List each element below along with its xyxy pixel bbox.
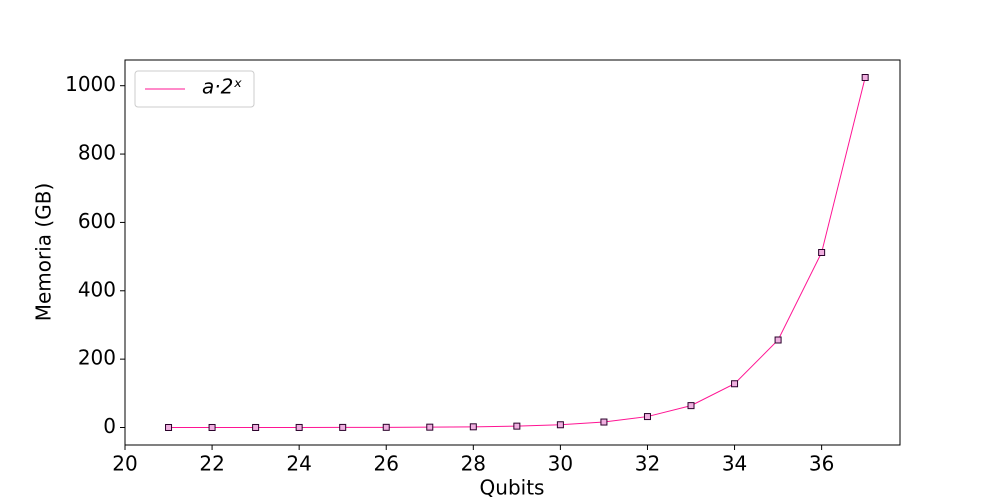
x-tick-label: 28 xyxy=(461,452,486,476)
x-tick-label: 24 xyxy=(286,452,311,476)
data-point xyxy=(861,74,869,81)
plot-frame xyxy=(124,59,901,446)
data-point xyxy=(818,249,826,256)
data-point xyxy=(469,423,477,431)
x-tick-label: 32 xyxy=(635,452,660,476)
x-tick-label: 22 xyxy=(199,452,224,476)
data-point xyxy=(556,421,564,429)
x-tick-label: 36 xyxy=(809,452,834,476)
data-point xyxy=(339,423,347,431)
data-point xyxy=(600,418,608,426)
data-point xyxy=(165,423,173,431)
y-tick-label: 800 xyxy=(78,141,116,165)
data-point xyxy=(382,423,390,431)
data-point xyxy=(295,423,303,431)
legend-label: a·2ˣ xyxy=(202,75,242,99)
data-point xyxy=(687,402,695,410)
x-tick-label: 20 xyxy=(112,452,137,476)
y-tick-label: 400 xyxy=(78,277,116,301)
y-axis-label: Memoria (GB) xyxy=(32,183,56,322)
data-point xyxy=(643,413,651,421)
x-tick-label: 26 xyxy=(374,452,399,476)
data-point xyxy=(731,380,739,388)
data-point xyxy=(513,422,521,430)
data-line xyxy=(168,77,866,428)
legend-box xyxy=(134,70,255,108)
data-point xyxy=(426,423,434,431)
x-tick-label: 34 xyxy=(722,452,747,476)
data-point xyxy=(774,336,782,344)
data-point xyxy=(252,423,260,431)
data-point xyxy=(208,423,216,431)
y-tick-label: 0 xyxy=(103,414,116,438)
y-tick-label: 200 xyxy=(78,346,116,370)
x-axis-label: Qubits xyxy=(480,476,545,500)
x-tick-label: 30 xyxy=(548,452,573,476)
y-tick-label: 600 xyxy=(78,209,116,233)
y-tick-label: 1000 xyxy=(65,72,116,96)
